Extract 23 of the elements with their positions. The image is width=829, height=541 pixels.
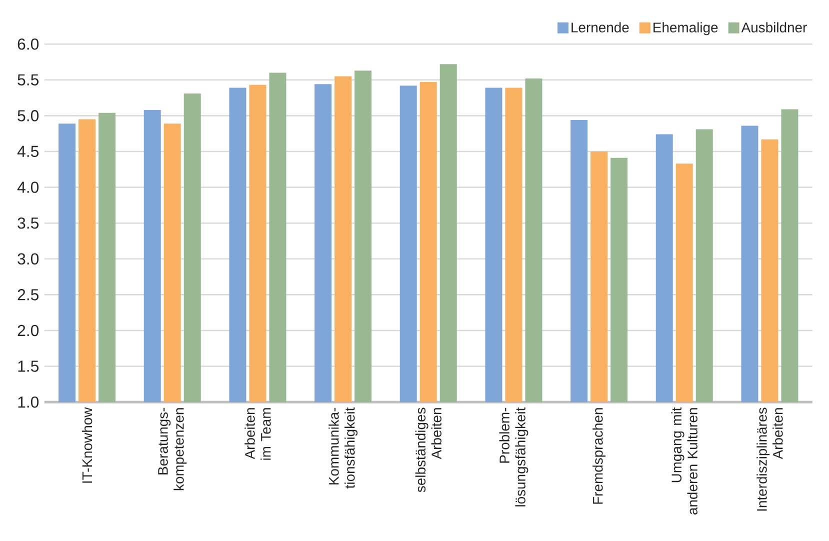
x-tick-label: IT-Knowhow: [82, 407, 92, 483]
x-tick-label: Arbeiten im Team: [244, 408, 271, 460]
y-tick-label: 6.0: [18, 38, 39, 50]
y-tick-label: 5.0: [18, 110, 39, 122]
y-tick-label: 5.5: [18, 74, 39, 86]
y-tick-label: 1.5: [18, 360, 39, 372]
legend-label: Ehemalige: [654, 22, 718, 36]
legend-label: Lernende: [572, 22, 629, 32]
x-tick-label: Beratungs-kompetenzen: [158, 408, 187, 490]
y-tick-label: 2.5: [18, 289, 39, 300]
y-tick-label: 1.0: [18, 396, 39, 408]
x-tick-label: Interdisziplinäres Arbeiten: [756, 408, 783, 511]
legend-label: Ausbildner: [741, 22, 807, 32]
y-tick-label: 4.5: [17, 146, 39, 158]
y-tick-label: 2.0: [18, 324, 39, 336]
x-tick-label: Umgang mit anderen Kulturen: [671, 407, 698, 514]
y-tick-label: 4.0: [17, 182, 39, 193]
x-tick-label: selbständiges Arbeiten: [415, 408, 442, 492]
y-tick-label: 3.0: [18, 253, 39, 265]
x-tick-label: Problem-lösungsfähigkeit: [499, 407, 528, 506]
y-tick-label: 3.5: [18, 217, 39, 229]
x-tick-label: Kommunika-tionsfähigkeit: [328, 407, 358, 488]
x-tick-label: Fremdsprachen: [592, 408, 606, 504]
